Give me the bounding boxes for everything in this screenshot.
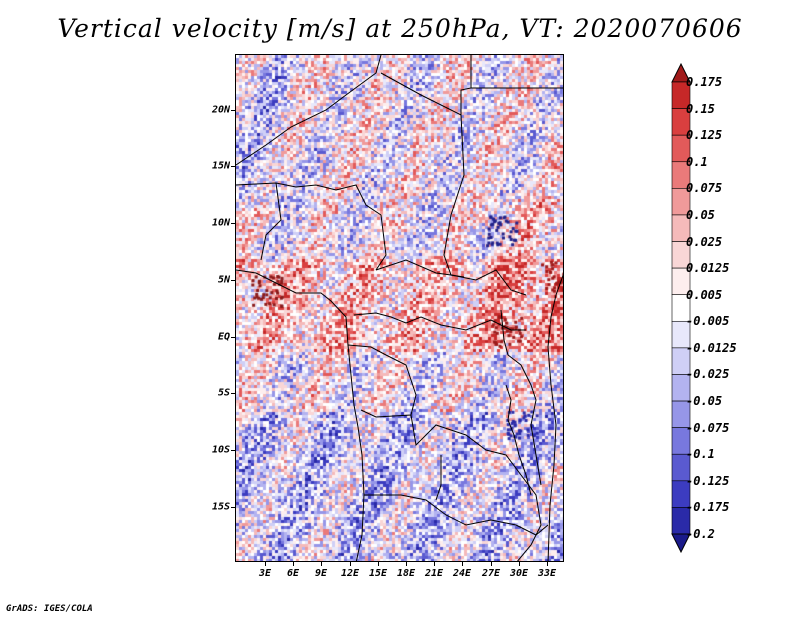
- colorbar-label: 0.125: [686, 128, 723, 143]
- lat-tick: [231, 166, 235, 167]
- lon-label: 24E: [452, 568, 472, 579]
- lon-tick: [378, 562, 379, 566]
- lat-label: 5N: [217, 274, 230, 286]
- colorbar-label: 0.15: [686, 101, 715, 116]
- lat-label: 10N: [211, 217, 230, 229]
- coastline-east: [547, 274, 563, 561]
- lon-label: 27E: [481, 568, 501, 579]
- country-borders: [236, 55, 563, 561]
- lon-label: 3E: [258, 568, 272, 579]
- lon-tick: [491, 562, 492, 566]
- map-title: Vertical velocity [m/s] at 250hPa, VT: 2…: [57, 14, 743, 43]
- lon-label: 9E: [314, 568, 328, 579]
- lon-tick: [321, 562, 322, 566]
- lon-tick: [462, 562, 463, 566]
- lon-label: 15E: [368, 568, 388, 579]
- lon-tick: [547, 562, 548, 566]
- lat-label: EQ: [217, 331, 230, 343]
- lon-tick: [434, 562, 435, 566]
- lat-label: 5S: [217, 387, 230, 399]
- border-west-2: [260, 182, 282, 261]
- border-central-3: [347, 344, 417, 418]
- colorbar-label: -0.2: [686, 527, 715, 541]
- footer-credit: GrADS: IGES/COLA: [6, 604, 93, 614]
- coastline-west: [236, 269, 365, 561]
- lon-label: 33E: [537, 568, 557, 579]
- lon-tick: [406, 562, 407, 566]
- colorbar-label: -0.005: [686, 314, 730, 329]
- colorbar-label: -0.175: [686, 500, 730, 515]
- colorbar-bottom-arrow: [671, 533, 691, 554]
- colorbar: [671, 62, 691, 554]
- colorbar-label: -0.05: [686, 394, 723, 409]
- lat-tick: [231, 393, 235, 394]
- colorbar-label: -0.0125: [686, 340, 737, 355]
- lat-tick: [231, 110, 235, 111]
- lat-label: 15S: [211, 501, 230, 513]
- colorbar-label: 0.025: [686, 234, 723, 249]
- lat-tick: [231, 450, 235, 451]
- colorbar-label: 0.1: [686, 154, 708, 169]
- colorbar-label: -0.025: [686, 367, 730, 382]
- border-sahara-2: [380, 55, 472, 116]
- colorbar-label: -0.1: [686, 447, 715, 462]
- border-central-2: [353, 312, 526, 331]
- border-sahara-1: [236, 55, 382, 166]
- map-panel: [235, 54, 564, 562]
- lat-tick: [231, 337, 235, 338]
- colorbar-label: 0.075: [686, 181, 723, 196]
- lat-label: 20N: [211, 104, 230, 116]
- border-east-2: [517, 474, 542, 561]
- colorbar-label: 0.05: [686, 207, 715, 222]
- colorbar-label: 0.005: [686, 287, 723, 302]
- colorbar-label: -0.125: [686, 473, 730, 488]
- lon-tick: [265, 562, 266, 566]
- border-central-1: [375, 259, 527, 296]
- lake-shore: [505, 384, 532, 496]
- colorbar-label: 0.0125: [686, 261, 730, 276]
- border-sahara-3: [443, 114, 465, 278]
- colorbar-label: 0.175: [686, 75, 723, 89]
- lat-label: 15N: [211, 160, 230, 172]
- border-south-2: [435, 455, 442, 501]
- border-congo: [410, 414, 522, 476]
- border-south-1: [364, 494, 549, 536]
- lon-tick: [350, 562, 351, 566]
- lat-tick: [231, 280, 235, 281]
- vertical-velocity-field: [236, 55, 563, 561]
- border-west-1: [236, 182, 387, 271]
- border-east-1: [500, 309, 542, 486]
- lon-label: 30E: [509, 568, 529, 579]
- lon-label: 18E: [396, 568, 416, 579]
- lon-label: 6E: [286, 568, 300, 579]
- lat-label: 10S: [211, 444, 230, 456]
- colorbar-label: -0.075: [686, 420, 730, 435]
- lon-label: 12E: [340, 568, 360, 579]
- lon-tick: [519, 562, 520, 566]
- lat-tick: [231, 507, 235, 508]
- lon-label: 21E: [424, 568, 444, 579]
- lon-tick: [293, 562, 294, 566]
- lat-tick: [231, 223, 235, 224]
